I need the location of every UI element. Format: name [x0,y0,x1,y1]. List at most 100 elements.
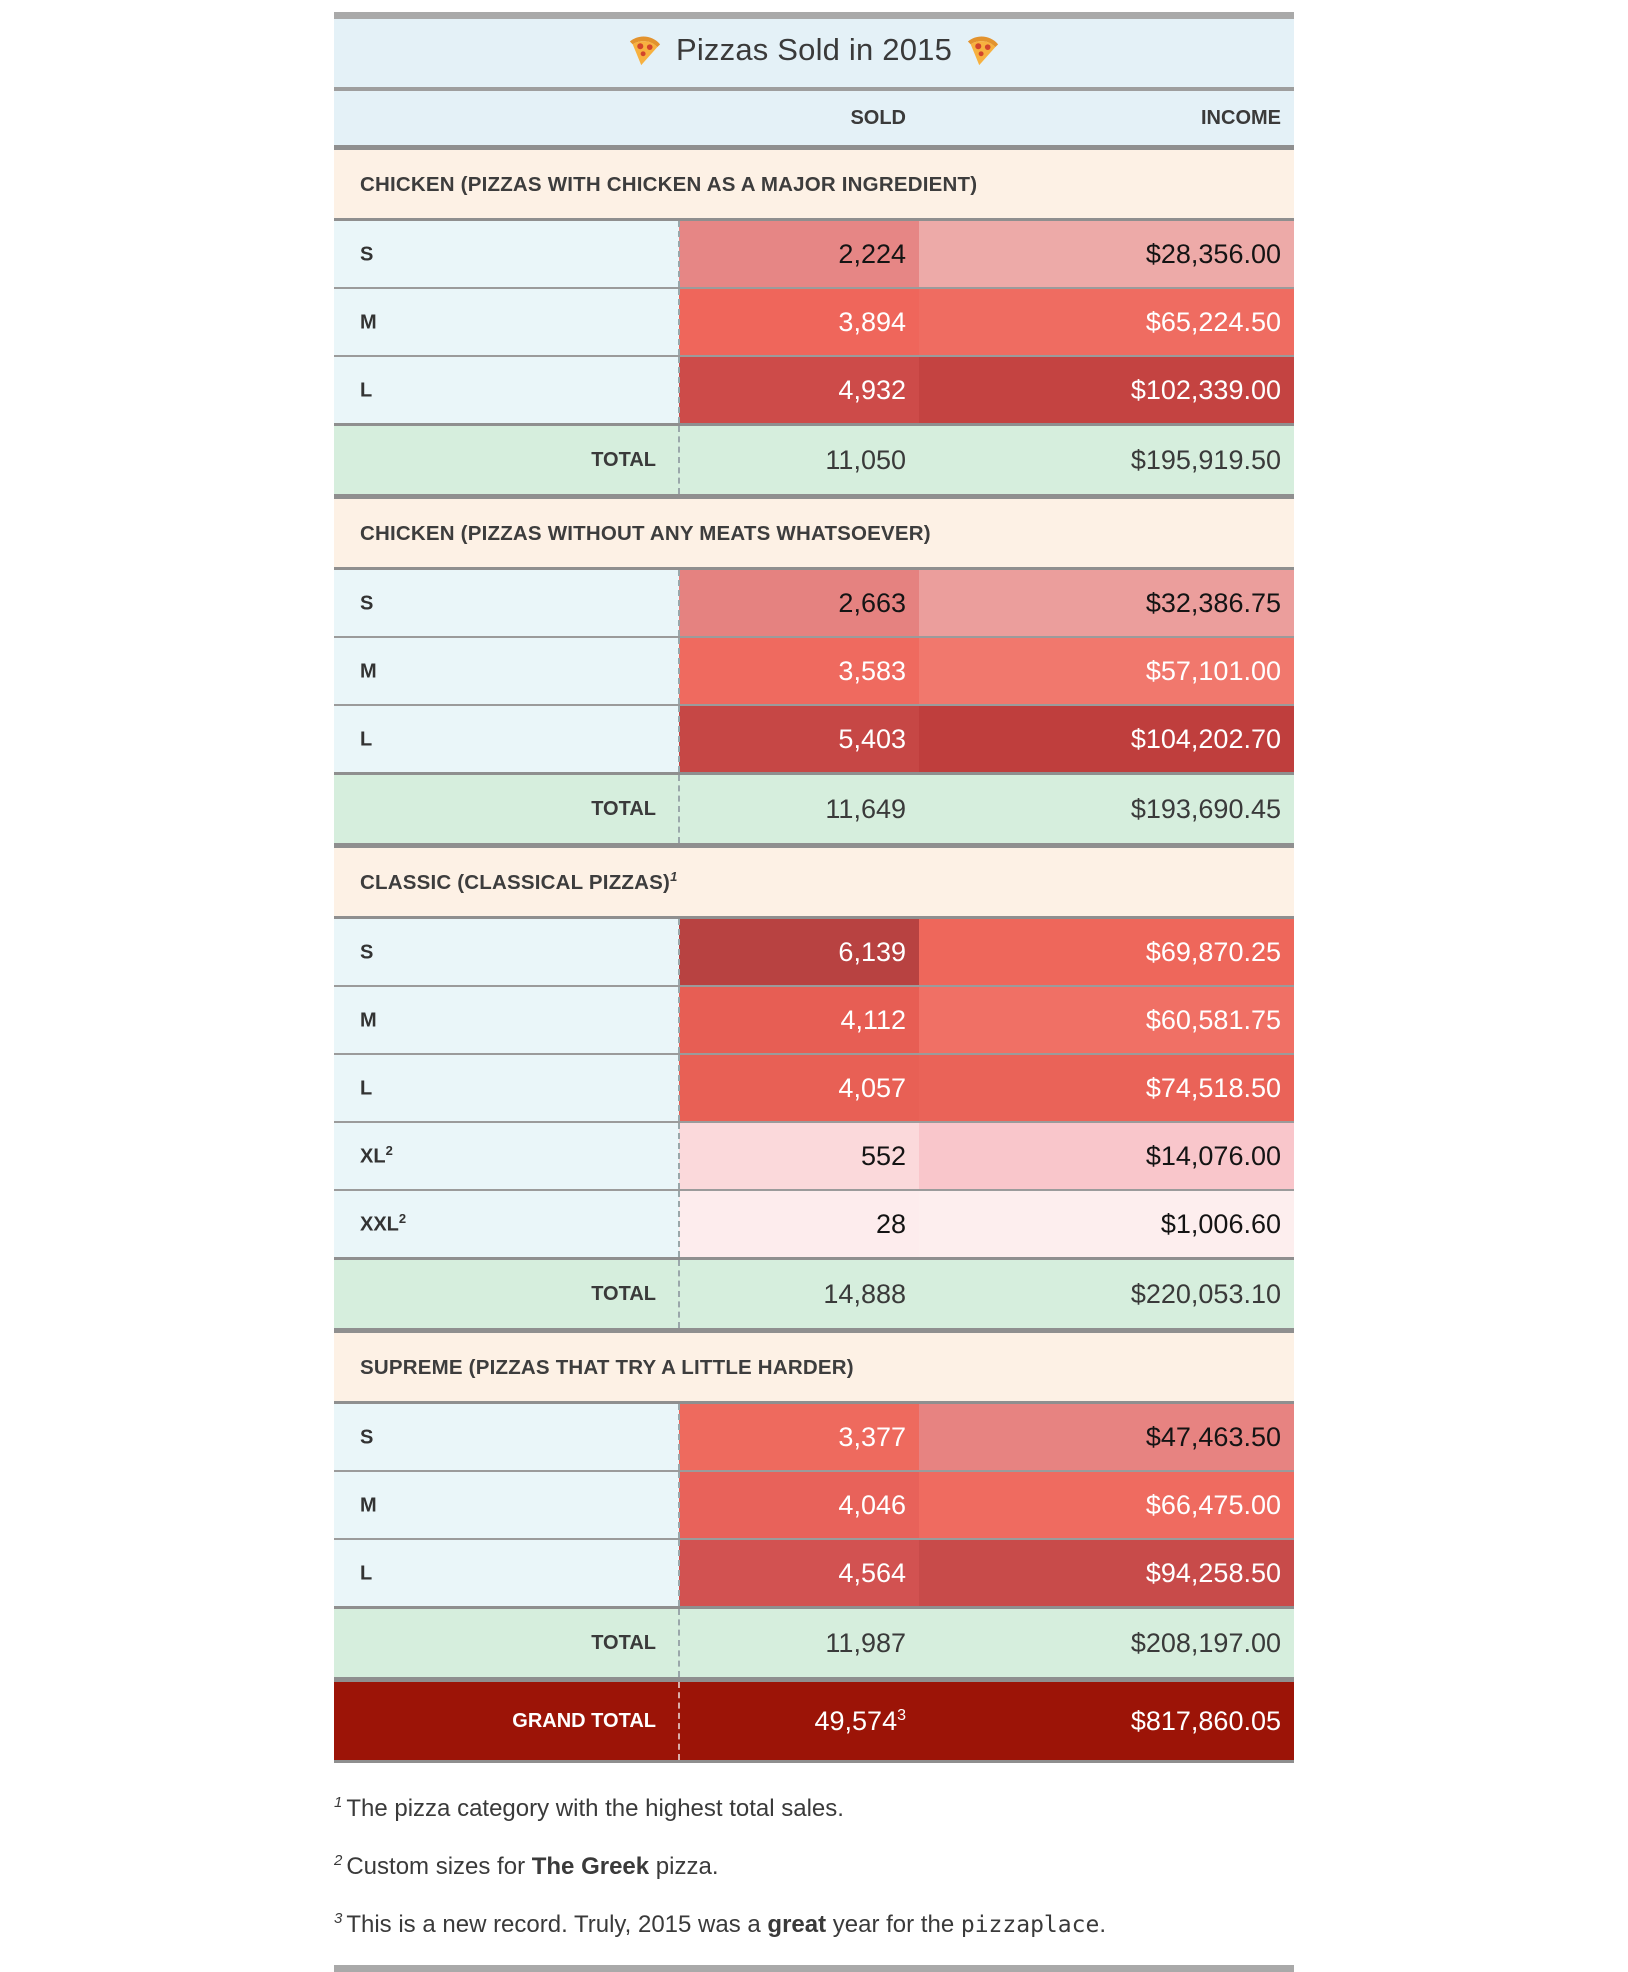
sold-cell: 4,564 [679,1538,919,1608]
income-cell: $102,339.00 [919,355,1294,425]
table-row: S 3,377 $47,463.50 [334,1401,1294,1471]
total-label: TOTAL [334,1257,680,1333]
footnote-3: 3 This is a new record. Truly, 2015 was a… [334,1910,1106,1938]
size-cell: S [334,916,680,986]
income-cell: $57,101.00 [919,636,1294,705]
income-cell: $47,463.50 [919,1401,1294,1471]
income-cell: $69,870.25 [919,916,1294,986]
sold-cell: 3,894 [679,287,919,356]
total-sold-cell: 11,050 [679,423,919,499]
section-total-row: TOTAL 11,987 $208,197.00 [334,1606,1294,1682]
total-income-cell: $208,197.00 [919,1606,1294,1682]
sold-cell: 4,046 [679,1470,919,1539]
table-row: M 4,046 $66,475.00 [334,1470,1294,1539]
grand-total-income-cell: $817,860.05 [919,1677,1294,1763]
table-row: S 6,139 $69,870.25 [334,916,1294,986]
size-cell: S [334,567,680,637]
pizza-report: Pizzas Sold in 2015 SOLD INCOME CHICKEN … [334,0,1294,1972]
table-row: M 3,894 $65,224.50 [334,287,1294,356]
total-sold-cell: 11,649 [679,772,919,848]
income-cell: $28,356.00 [919,218,1294,288]
income-cell: $32,386.75 [919,567,1294,637]
footnote-2: 2 Custom sizes for The Greek pizza. [334,1852,719,1880]
footnote-1: 1 The pizza category with the highest tot… [334,1794,844,1822]
income-cell: $104,202.70 [919,704,1294,774]
size-cell: XL2 [334,1121,680,1190]
income-column-header: INCOME [919,87,1294,148]
sold-column-header: SOLD [679,87,919,148]
sold-cell: 3,377 [679,1401,919,1471]
grand-total-row: GRAND TOTAL 49,5743 $817,860.05 [334,1677,1294,1763]
grand-total-sold-cell: 49,5743 [679,1677,919,1763]
footnote-marker: 3 [334,1910,343,1927]
income-cell: $60,581.75 [919,985,1294,1054]
footnote-marker: 2 [334,1852,343,1869]
total-label: TOTAL [334,772,680,848]
sold-cell: 4,932 [679,355,919,425]
size-cell: L [334,355,680,425]
section-total-row: TOTAL 11,649 $193,690.45 [334,772,1294,848]
column-header-row: SOLD INCOME [334,87,1294,148]
size-cell: M [334,1470,680,1539]
section-total-row: TOTAL 14,888 $220,053.10 [334,1257,1294,1333]
size-cell: M [334,287,680,356]
total-income-cell: $193,690.45 [919,772,1294,848]
grand-total-label: GRAND TOTAL [334,1677,680,1763]
table-row: S 2,663 $32,386.75 [334,567,1294,637]
section-total-row: TOTAL 11,050 $195,919.50 [334,423,1294,499]
table-row: L 4,057 $74,518.50 [334,1053,1294,1122]
income-cell: $14,076.00 [919,1121,1294,1190]
income-cell: $94,258.50 [919,1538,1294,1608]
size-cell: L [334,1053,680,1122]
table-row: S 2,224 $28,356.00 [334,218,1294,288]
table-row: L 4,932 $102,339.00 [334,355,1294,425]
total-income-cell: $195,919.50 [919,423,1294,499]
table-row: XL2 552 $14,076.00 [334,1121,1294,1190]
footnote-ref: 2 [398,1211,407,1227]
table-title-row: Pizzas Sold in 2015 [334,19,1294,89]
sold-cell: 2,663 [679,567,919,637]
size-cell: S [334,1401,680,1471]
empty-header-cell [334,87,679,148]
table-row: L 4,564 $94,258.50 [334,1538,1294,1608]
income-cell: $65,224.50 [919,287,1294,356]
total-label: TOTAL [334,1606,680,1682]
footnote-ref: 1 [670,869,678,885]
pizza-sales-table: Pizzas Sold in 2015 SOLD INCOME CHICKEN … [334,19,1294,1763]
size-cell: XXL2 [334,1189,680,1259]
sold-cell: 5,403 [679,704,919,774]
size-cell: L [334,704,680,774]
income-cell: $74,518.50 [919,1053,1294,1122]
sold-cell: 4,057 [679,1053,919,1122]
pizza-icon [967,35,999,65]
footnote-ref: 3 [897,1706,906,1724]
footnote-marker: 1 [334,1794,343,1811]
sold-cell: 3,583 [679,636,919,705]
table-row: M 3,583 $57,101.00 [334,636,1294,705]
top-rule [334,12,1294,19]
section-header-chicken-major: CHICKEN (PIZZAS WITH CHICKEN AS A MAJOR … [334,145,1294,221]
size-cell: L [334,1538,680,1608]
table-row: M 4,112 $60,581.75 [334,985,1294,1054]
income-cell: $1,006.60 [919,1189,1294,1259]
total-income-cell: $220,053.10 [919,1257,1294,1333]
size-cell: M [334,985,680,1054]
total-sold-cell: 11,987 [679,1606,919,1682]
footnote-ref: 2 [385,1143,393,1159]
sold-cell: 552 [679,1121,919,1190]
total-label: TOTAL [334,423,680,499]
sold-cell: 6,139 [679,916,919,986]
footnotes: 1 The pizza category with the highest tot… [334,1763,1294,1951]
total-sold-cell: 14,888 [679,1257,919,1333]
table-row: XXL2 28 $1,006.60 [334,1189,1294,1259]
size-cell: M [334,636,680,705]
section-header-chicken-no-meat: CHICKEN (PIZZAS WITHOUT ANY MEATS WHATSO… [334,494,1294,570]
size-cell: S [334,218,680,288]
sold-cell: 28 [679,1189,919,1259]
pizza-icon [629,35,661,65]
sold-cell: 4,112 [679,985,919,1054]
bottom-rule [334,1965,1294,1972]
section-header-classic: CLASSIC (CLASSICAL PIZZAS)1 [334,843,1294,919]
sold-cell: 2,224 [679,218,919,288]
section-header-supreme: SUPREME (PIZZAS THAT TRY A LITTLE HARDER… [334,1328,1294,1404]
